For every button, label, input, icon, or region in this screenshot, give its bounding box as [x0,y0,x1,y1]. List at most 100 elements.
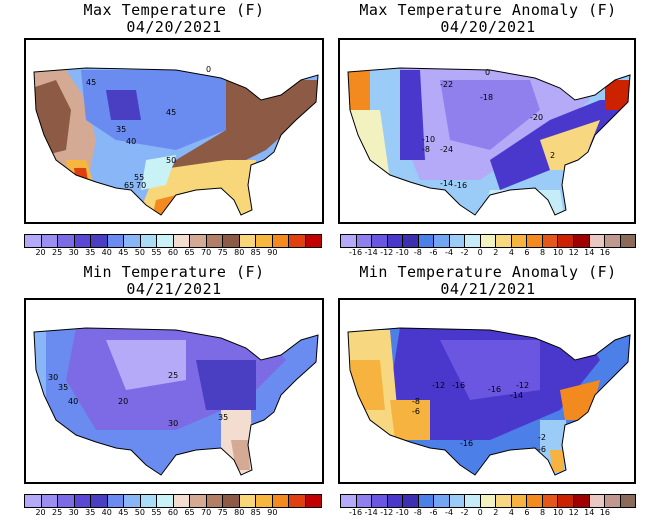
bl-title: Min Temperature (F) 04/21/2021 [24,264,324,298]
colorbar-tick-label: 50 [134,248,145,257]
colorbar-swatch [58,235,75,247]
colorbar-swatch [124,235,141,247]
bl-label-5: 25 [168,371,178,380]
colorbar-tick-label: -16 [349,248,363,257]
tl-title-line1: Max Temperature (F) [83,1,265,19]
tr-colorbar-ticks: -16 -14 -12 -10 -8 -6 -4 -2 0 2 4 6 8 10 12 14 16 [340,248,636,258]
colorbar-swatch [403,235,419,247]
br-label-5: -12 [516,381,529,390]
colorbar-tick-label: 6 [524,508,530,517]
tl-label-8: 70 [136,181,146,190]
bl-label-2: 35 [58,383,68,392]
colorbar-tick-label: -14 [364,508,378,517]
colorbar-swatch [173,235,190,247]
colorbar-tick-label: -2 [460,248,469,257]
tr-label-4: -10 [422,135,435,144]
colorbar-swatch [449,495,466,507]
colorbar-tick-label: 20 [35,508,46,517]
colorbar-swatch [239,495,256,507]
colorbar-tick-label: 75 [217,508,228,517]
colorbar-tick-label: 12 [568,248,579,257]
br-label-6: -8 [412,397,420,406]
colorbar-swatch [558,235,574,247]
tr-colorbar [340,234,636,248]
colorbar-tick-label: -12 [380,248,394,257]
br-title-line2: 04/21/2021 [440,280,536,298]
br-label-7: -6 [412,407,420,416]
tl-label-2: 45 [166,108,176,117]
colorbar-swatch [223,235,240,247]
colorbar-tick-label: -10 [395,248,409,257]
tr-title: Max Temperature Anomaly (F) 04/20/2021 [338,2,638,36]
colorbar-tick-label: 16 [599,248,610,257]
colorbar-swatch [107,495,124,507]
colorbar-tick-label: 25 [52,508,63,517]
colorbar-swatch [403,495,419,507]
tl-title-line2: 04/20/2021 [126,18,222,36]
colorbar-swatch [289,495,306,507]
colorbar-tick-label: -14 [364,248,378,257]
colorbar-swatch [496,235,512,247]
colorbar-tick-label: 0 [477,248,483,257]
colorbar-swatch [206,495,223,507]
colorbar-tick-label: 90 [267,248,278,257]
colorbar-tick-label: 50 [134,508,145,517]
tl-map: 45 45 35 40 50 55 65 70 0 [24,38,324,224]
colorbar-swatch [480,235,497,247]
colorbar-tick-label: 20 [35,248,46,257]
br-colorbar [340,494,636,508]
colorbar-tick-label: 55 [151,248,162,257]
colorbar-swatch [206,235,223,247]
tr-label-6: -24 [440,145,453,154]
colorbar-swatch [91,495,108,507]
colorbar-swatch [558,495,574,507]
colorbar-tick-label: -4 [445,508,454,517]
colorbar-swatch [449,235,466,247]
tr-map: -22 -18 -20 -10 -8 -24 -14 -16 0 2 [338,38,636,224]
colorbar-tick-label: 16 [599,508,610,517]
colorbar-swatch [465,235,481,247]
tl-label-7: 65 [124,181,134,190]
colorbar-swatch [418,235,435,247]
bl-colorbar [24,494,322,508]
colorbar-tick-label: 2 [493,248,499,257]
colorbar-tick-label: 14 [584,508,595,517]
bl-colorbar-ticks: 20 25 30 35 40 45 50 55 60 65 70 75 80 85 90 [24,508,322,518]
colorbar-tick-label: -12 [380,508,394,517]
colorbar-tick-label: 60 [167,508,179,517]
colorbar-swatch [605,495,621,507]
colorbar-tick-label: 85 [250,248,261,257]
tl-label-4: 40 [126,137,136,146]
colorbar-swatch [223,495,240,507]
colorbar-tick-label: 30 [68,508,79,517]
colorbar-tick-label: -6 [429,508,438,517]
tr-label-2: -18 [480,93,493,102]
colorbar-swatch [25,495,42,507]
colorbar-swatch [542,495,559,507]
colorbar-swatch [91,235,108,247]
colorbar-swatch [372,495,388,507]
colorbar-tick-label: 2 [493,508,499,517]
colorbar-swatch [418,495,435,507]
colorbar-swatch [107,235,124,247]
tr-label-9: 0 [485,68,490,77]
colorbar-swatch [74,235,91,247]
bl-title-line2: 04/21/2021 [126,280,222,298]
colorbar-swatch [157,495,174,507]
colorbar-swatch [25,235,42,247]
colorbar-swatch [341,495,357,507]
colorbar-tick-label: 0 [477,508,483,517]
colorbar-tick-label: 80 [234,508,245,517]
colorbar-swatch [605,235,621,247]
bl-label-7: 35 [218,413,228,422]
colorbar-tick-label: 60 [167,248,179,257]
tl-label-5: 50 [166,156,176,165]
colorbar-swatch [124,495,141,507]
colorbar-tick-label: 8 [539,508,546,517]
colorbar-tick-label: 75 [217,248,228,257]
br-label-10: -6 [538,445,546,454]
colorbar-swatch [305,495,321,507]
colorbar-tick-label: 45 [118,508,129,517]
bl-map: 30 35 40 20 25 30 35 [24,298,324,484]
colorbar-swatch [434,495,450,507]
